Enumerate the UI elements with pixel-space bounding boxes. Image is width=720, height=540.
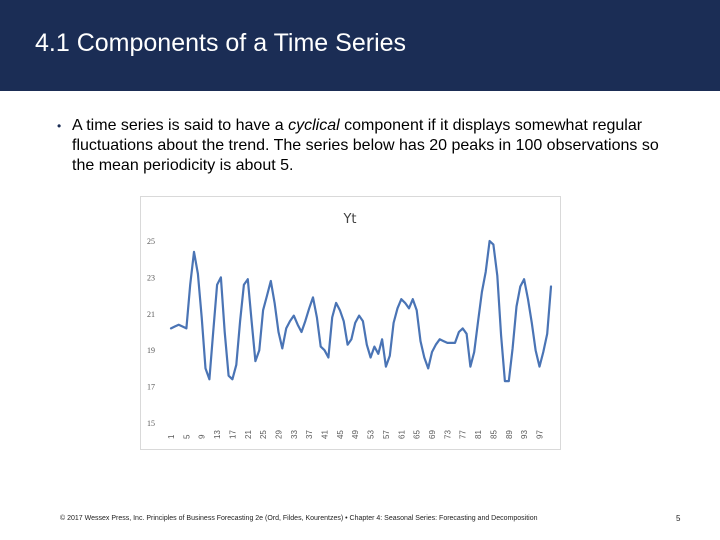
bullet-glyph: • [57, 119, 62, 133]
x-tick-label: 93 [520, 430, 529, 439]
series-line-yt [169, 239, 553, 383]
y-tick-label: 25 [147, 237, 155, 246]
x-tick-label: 1 [167, 434, 176, 439]
x-tick-label: 69 [428, 430, 437, 439]
y-tick-label: 21 [147, 310, 155, 319]
x-tick-label: 45 [336, 430, 345, 439]
x-tick-label: 37 [305, 430, 314, 439]
x-tick-label: 5 [182, 434, 191, 439]
x-tick-label: 21 [244, 430, 253, 439]
bullet-text-end: component if it displays somewhat regula… [72, 117, 659, 174]
x-tick-label: 61 [397, 430, 406, 439]
bullet-text-emphasis: cyclical [288, 117, 340, 134]
x-tick-label: 65 [413, 430, 422, 439]
chart-container: Yt 15 17 19 21 23 25 1 5 9 13 17 21 25 29 33 37 41 45 49 53 5… [140, 196, 561, 450]
x-tick-label: 9 [198, 434, 207, 439]
x-tick-label: 97 [535, 430, 544, 439]
y-tick-label: 15 [147, 419, 155, 428]
x-tick-label: 73 [443, 430, 452, 439]
x-tick-label: 57 [382, 430, 391, 439]
y-tick-label: 23 [147, 273, 155, 282]
title-bar: 4.1 Components of a Time Series [0, 0, 720, 91]
y-tick-label: 19 [147, 346, 155, 355]
x-tick-label: 13 [213, 430, 222, 439]
x-tick-label: 25 [259, 430, 268, 439]
footer-citation: © 2017 Wessex Press, Inc. Principles of … [60, 515, 538, 522]
x-tick-label: 33 [290, 430, 299, 439]
chart-title: Yt [342, 212, 356, 227]
x-tick-label: 81 [474, 430, 483, 439]
x-tick-label: 85 [489, 430, 498, 439]
x-tick-label: 77 [459, 430, 468, 439]
x-tick-label: 41 [321, 430, 330, 439]
x-tick-label: 53 [367, 430, 376, 439]
x-tick-label: 29 [274, 430, 283, 439]
y-tick-label: 17 [147, 383, 155, 392]
x-tick-label: 49 [351, 430, 360, 439]
bullet-text: A time series is said to have a cyclical… [72, 116, 667, 176]
bullet-text-start: A time series is said to have a [72, 117, 289, 134]
x-tick-label: 89 [505, 430, 514, 439]
slide-title: 4.1 Components of a Time Series [35, 29, 407, 57]
page-number: 5 [676, 514, 681, 523]
x-tick-label: 17 [228, 430, 237, 439]
